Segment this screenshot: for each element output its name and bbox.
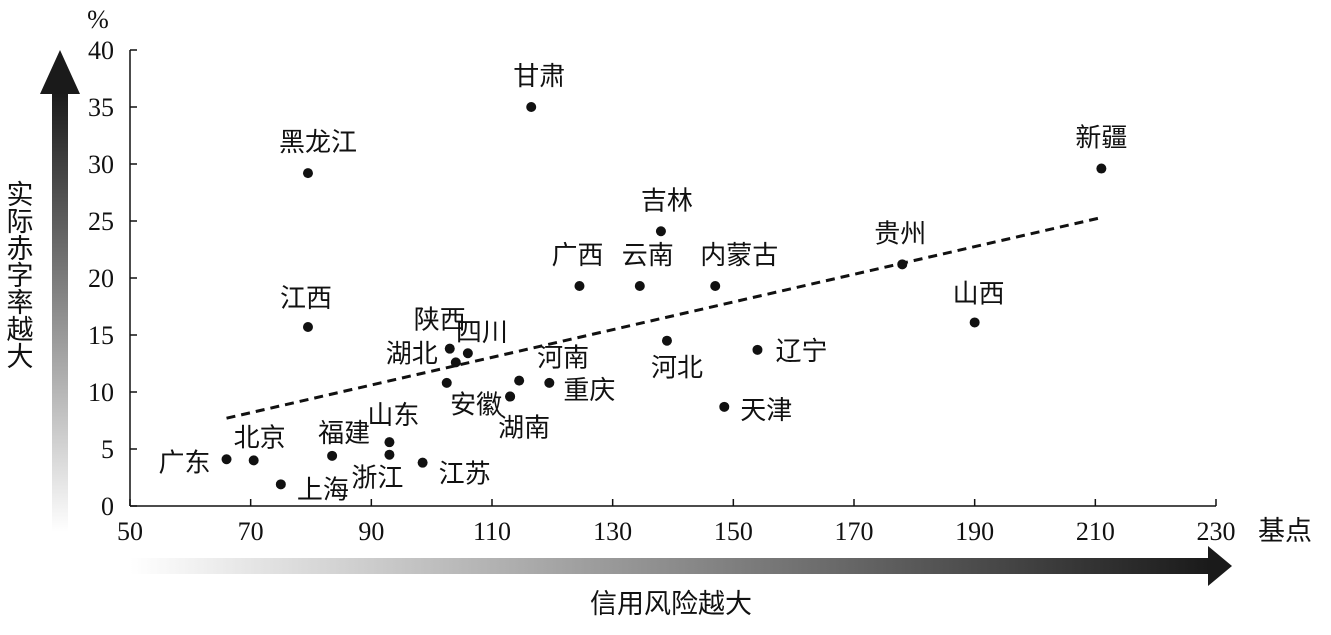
data-point (634, 280, 645, 291)
point-label: 内蒙古 (700, 241, 778, 271)
point-label: 山西 (953, 279, 1005, 309)
point-label: 四川 (456, 318, 508, 348)
x-tick-label: 170 (835, 517, 874, 546)
point-label: 江西 (280, 284, 332, 314)
x-arrow (130, 546, 1232, 586)
data-point (514, 375, 525, 386)
data-point (248, 455, 259, 466)
data-point (1096, 163, 1107, 174)
x-tick-label: 50 (117, 517, 143, 546)
data-point (969, 317, 980, 328)
x-tick-label: 90 (358, 517, 384, 546)
x-tick-label: 130 (593, 517, 632, 546)
data-point (441, 377, 452, 388)
data-point (719, 401, 730, 412)
data-point (384, 437, 395, 448)
data-point (417, 457, 428, 468)
point-label: 辽宁 (775, 337, 827, 367)
data-point (444, 343, 455, 354)
point-label: 河南 (537, 344, 589, 374)
point-label: 广东 (159, 448, 211, 478)
data-point (327, 450, 338, 461)
y-tick-label: 30 (88, 150, 114, 179)
x-arrow-label: 信用风险越大 (590, 589, 752, 620)
point-label: 山东 (367, 401, 419, 431)
x-axis-unit: 基点 (1258, 516, 1312, 547)
y-ticks: 0 5 10 15 20 25 30 35 40 (88, 36, 137, 521)
point-label: 湖北 (386, 339, 438, 369)
data-point (661, 335, 672, 346)
x-tick-label: 210 (1076, 517, 1115, 546)
data-point (752, 344, 763, 355)
data-point (384, 449, 395, 460)
point-label: 江苏 (439, 460, 491, 490)
y-arrow-label: 实际赤字率越大 (2, 180, 34, 369)
x-tick-label: 190 (955, 517, 994, 546)
y-tick-label: 25 (88, 207, 114, 236)
y-tick-label: 5 (101, 435, 114, 464)
y-tick-label: 40 (88, 36, 114, 65)
point-label: 吉林 (641, 186, 693, 216)
data-point (221, 454, 232, 465)
data-point (275, 479, 286, 490)
y-tick-label: 15 (88, 321, 114, 350)
point-label: 上海 (297, 475, 349, 505)
y-tick-label: 10 (88, 378, 114, 407)
x-tick-label: 230 (1197, 517, 1236, 546)
points-layer (221, 102, 1107, 490)
data-point (710, 280, 721, 291)
y-tick-label: 0 (101, 492, 114, 521)
point-label: 湖南 (498, 414, 550, 444)
data-point (574, 280, 585, 291)
point-label: 北京 (234, 423, 286, 453)
y-tick-label: 20 (88, 264, 114, 293)
y-tick-label: 35 (88, 93, 114, 122)
data-point (897, 259, 908, 270)
point-label: 云南 (622, 241, 674, 271)
point-label: 安徽 (450, 391, 502, 421)
point-label: 甘肃 (513, 62, 565, 92)
data-point (505, 391, 516, 402)
x-ticks: 50 70 90 110 130 150 170 190 210 230 (117, 499, 1236, 546)
x-tick-label: 110 (473, 517, 511, 546)
x-tick-label: 150 (714, 517, 753, 546)
data-point (302, 168, 313, 179)
point-label: 贵州 (874, 219, 926, 249)
axes (129, 50, 1216, 507)
point-label: 河北 (651, 354, 703, 384)
data-point (462, 348, 473, 359)
data-point (450, 357, 461, 368)
point-label: 浙江 (351, 464, 403, 494)
data-point (544, 377, 555, 388)
data-point (302, 322, 313, 333)
data-point (655, 226, 666, 237)
y-arrow (40, 50, 80, 532)
point-label: 天津 (740, 396, 792, 426)
point-label: 陕西 (414, 306, 466, 336)
point-label: 福建 (318, 419, 370, 449)
y-axis-unit: % (87, 5, 109, 34)
point-label: 黑龙江 (279, 128, 357, 158)
x-tick-label: 70 (238, 517, 264, 546)
point-label: 新疆 (1075, 124, 1127, 154)
point-label: 重庆 (563, 376, 615, 406)
data-point (526, 102, 537, 112)
point-label: 广西 (551, 241, 603, 271)
